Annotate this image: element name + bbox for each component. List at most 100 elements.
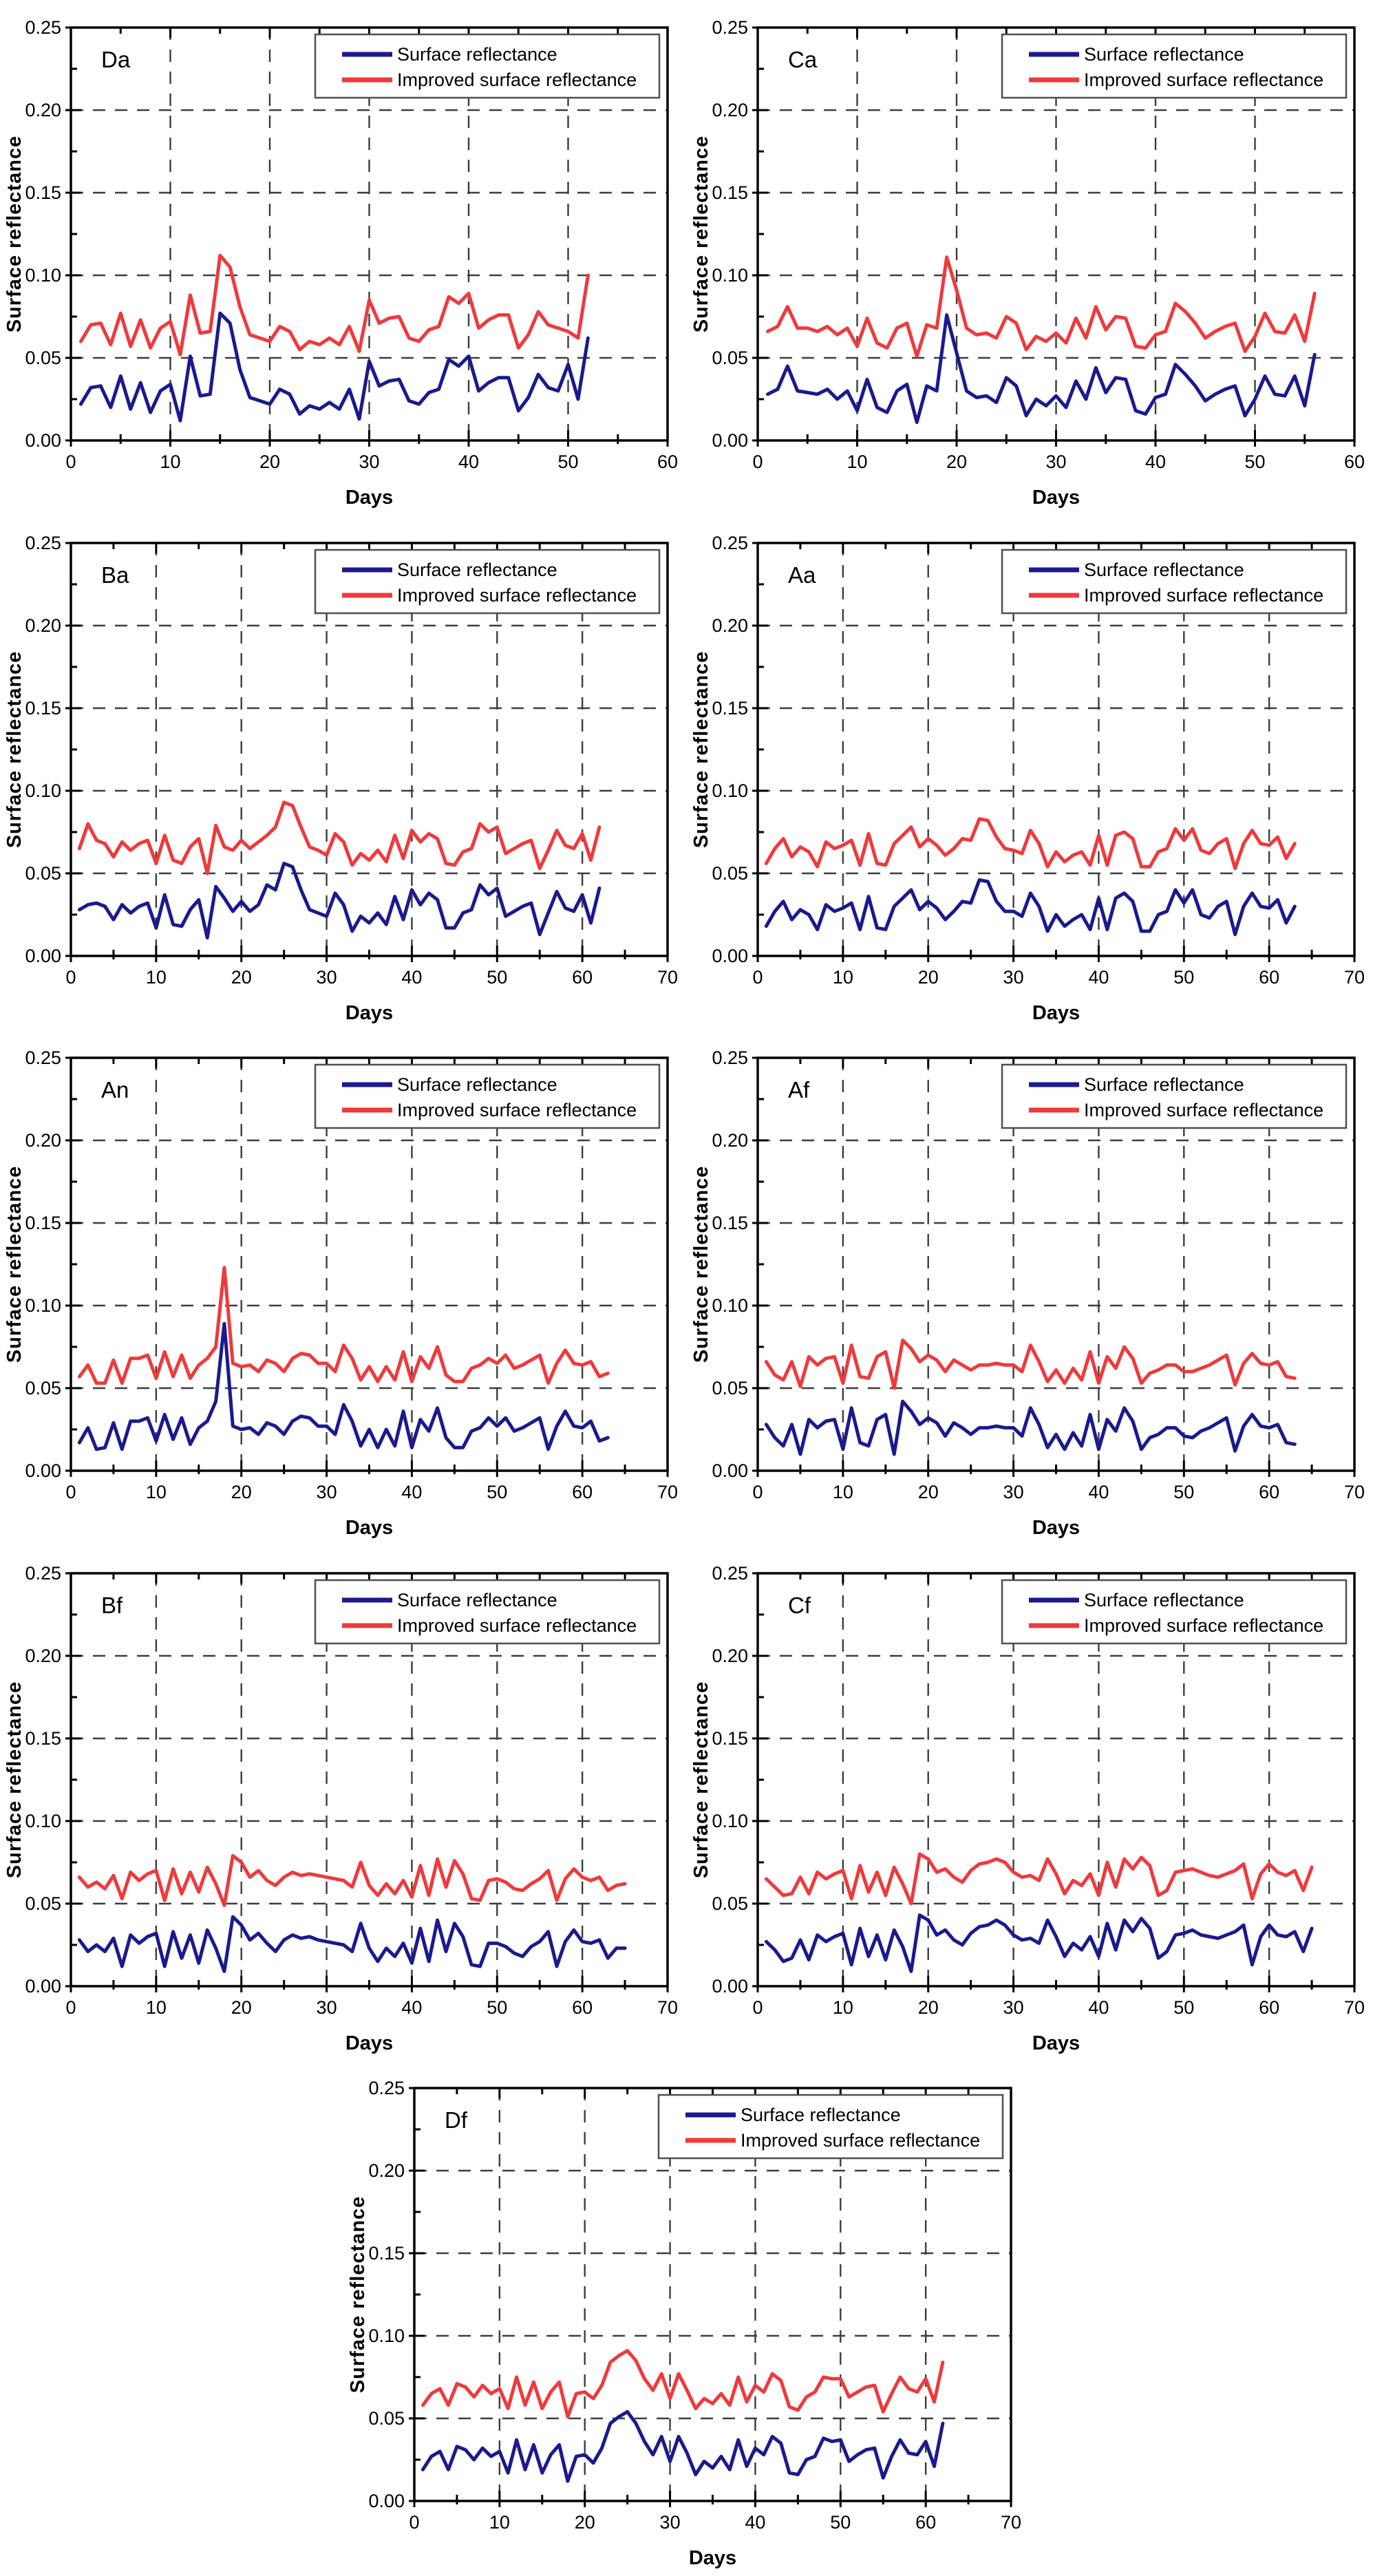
y-tick-label: 0.10 xyxy=(25,780,61,801)
x-tick-label: 40 xyxy=(1088,1482,1109,1502)
x-tick-label: 10 xyxy=(146,1997,167,2018)
plot-frame xyxy=(756,26,1356,442)
panel-label: Af xyxy=(788,1077,810,1103)
improved-line xyxy=(77,1266,610,1385)
x-axis-title: Days xyxy=(345,2032,393,2054)
x-tick-label: 50 xyxy=(830,2512,851,2533)
improved-line xyxy=(421,2349,945,2419)
legend-improved-label: Improved surface reflectance xyxy=(1084,70,1323,90)
panel-label: Df xyxy=(445,2107,468,2133)
y-tick-label: 0.00 xyxy=(712,946,748,966)
x-tick-label: 50 xyxy=(557,451,578,472)
chart-Ba: 0 10 20 30 40 50 60 70 0.00 0.05 0.10 0.15 0.20 0.25 D… xyxy=(0,515,686,1030)
legend: Surface reflectance Improved surface refl… xyxy=(657,2094,1004,2160)
x-tick-label: 10 xyxy=(847,451,867,472)
gridlines xyxy=(757,1573,1354,1986)
x-tick-label: 40 xyxy=(1088,1997,1109,2018)
x-tick-label: 10 xyxy=(832,1482,853,1502)
y-tick-labels: 0.00 0.05 0.10 0.15 0.20 0.25 xyxy=(25,17,61,451)
y-tick-label: 0.25 xyxy=(25,1563,61,1584)
y-tick-label: 0.10 xyxy=(712,1811,748,1831)
y-tick-label: 0.20 xyxy=(712,1646,748,1666)
x-tick-label: 0 xyxy=(752,967,763,988)
panel-label: Cf xyxy=(788,1593,811,1618)
legend: Surface reflectance Improved surface refl… xyxy=(1001,1579,1347,1645)
x-tick-label: 0 xyxy=(752,1482,763,1502)
x-tick-label: 40 xyxy=(458,451,479,472)
legend-box xyxy=(1001,1063,1347,1129)
x-tick-label: 10 xyxy=(832,1997,853,2018)
y-tick-label: 0.00 xyxy=(25,1976,61,1997)
x-tick-label: 20 xyxy=(575,2512,595,2533)
y-tick-label: 0.15 xyxy=(712,1728,748,1749)
x-axis-title: Days xyxy=(1032,487,1079,509)
x-tick-label: 30 xyxy=(359,451,379,472)
plot-frame xyxy=(70,1572,669,1988)
x-tick-label: 60 xyxy=(1259,967,1279,988)
y-tick-labels: 0.00 0.05 0.10 0.15 0.20 0.25 xyxy=(712,533,748,966)
y-tick-labels: 0.00 0.05 0.10 0.15 0.20 0.25 xyxy=(712,17,748,451)
y-tick-label: 0.05 xyxy=(25,1378,61,1398)
panel-label: An xyxy=(101,1077,129,1103)
y-tick-label: 0.20 xyxy=(25,1646,61,1666)
x-tick-labels: 0 10 20 30 40 50 60 70 xyxy=(65,1482,678,1502)
y-tick-label: 0.10 xyxy=(25,1811,61,1831)
y-tick-label: 0.15 xyxy=(25,1213,61,1233)
x-tick-labels: 0 10 20 30 40 50 60 70 xyxy=(65,1997,678,2018)
x-tick-label: 60 xyxy=(572,1482,593,1502)
legend-box xyxy=(657,2094,1004,2160)
y-axis-title: Surface reflectance xyxy=(3,1166,25,1363)
legend: Surface reflectance Improved surface refl… xyxy=(1001,549,1347,614)
legend-surface-label: Surface reflectance xyxy=(397,560,557,580)
y-tick-label: 0.00 xyxy=(368,2491,405,2511)
x-tick-label: 40 xyxy=(401,1482,422,1502)
y-tick-label: 0.20 xyxy=(25,100,61,120)
x-tick-label: 70 xyxy=(1343,1997,1364,2018)
y-tick-label: 0.15 xyxy=(25,698,61,718)
x-tick-label: 30 xyxy=(1003,1997,1023,2018)
y-tick-label: 0.25 xyxy=(712,533,748,553)
x-tick-label: 60 xyxy=(657,451,678,472)
x-axis-title: Days xyxy=(1032,1002,1079,1024)
gridlines xyxy=(757,28,1354,440)
y-axis-title: Surface reflectance xyxy=(690,650,712,848)
x-tick-label: 20 xyxy=(917,1482,938,1502)
surface-line xyxy=(765,313,1317,425)
legend-box xyxy=(314,549,661,614)
y-tick-label: 0.05 xyxy=(25,348,61,368)
plot-frame xyxy=(756,541,1356,957)
plot-frame xyxy=(70,26,669,442)
y-tick-label: 0.15 xyxy=(368,2243,405,2264)
legend-box xyxy=(314,1063,661,1129)
x-tick-label: 40 xyxy=(401,967,422,988)
plot-frame xyxy=(70,1056,669,1472)
surface-line xyxy=(764,1399,1297,1456)
x-tick-label: 10 xyxy=(489,2512,510,2533)
legend-improved-label: Improved surface reflectance xyxy=(397,1615,637,1636)
x-tick-label: 60 xyxy=(1259,1997,1279,2018)
x-tick-label: 20 xyxy=(917,1997,938,2018)
y-tick-labels: 0.00 0.05 0.10 0.15 0.20 0.25 xyxy=(368,2078,405,2511)
chart-panel-Df: 0 10 20 30 40 50 60 70 0.00 0.05 0.10 0.15 0.20 0.25 D… xyxy=(0,2061,1373,2576)
y-tick-labels: 0.00 0.05 0.10 0.15 0.20 0.25 xyxy=(25,1563,61,1997)
x-tick-label: 50 xyxy=(1173,967,1194,988)
y-tick-label: 0.10 xyxy=(25,1295,61,1316)
x-axis-title: Days xyxy=(345,487,393,509)
y-axis-title: Surface reflectance xyxy=(690,1681,712,1878)
x-tick-label: 60 xyxy=(915,2512,936,2533)
legend-improved-label: Improved surface reflectance xyxy=(741,2130,980,2151)
x-tick-label: 60 xyxy=(572,967,593,988)
improved-line xyxy=(79,253,590,356)
x-tick-label: 50 xyxy=(1244,451,1265,472)
x-tick-label: 30 xyxy=(317,1997,337,2018)
x-tick-label: 10 xyxy=(146,967,167,988)
x-tick-label: 60 xyxy=(1343,451,1364,472)
x-tick-label: 40 xyxy=(401,1997,422,2018)
legend-surface-label: Surface reflectance xyxy=(397,1590,557,1610)
legend: Surface reflectance Improved surface refl… xyxy=(1001,1063,1347,1129)
panel-label: Ba xyxy=(101,562,129,588)
y-tick-label: 0.25 xyxy=(25,533,61,553)
x-tick-label: 20 xyxy=(231,1482,252,1502)
y-axis-title: Surface reflectance xyxy=(3,136,25,333)
